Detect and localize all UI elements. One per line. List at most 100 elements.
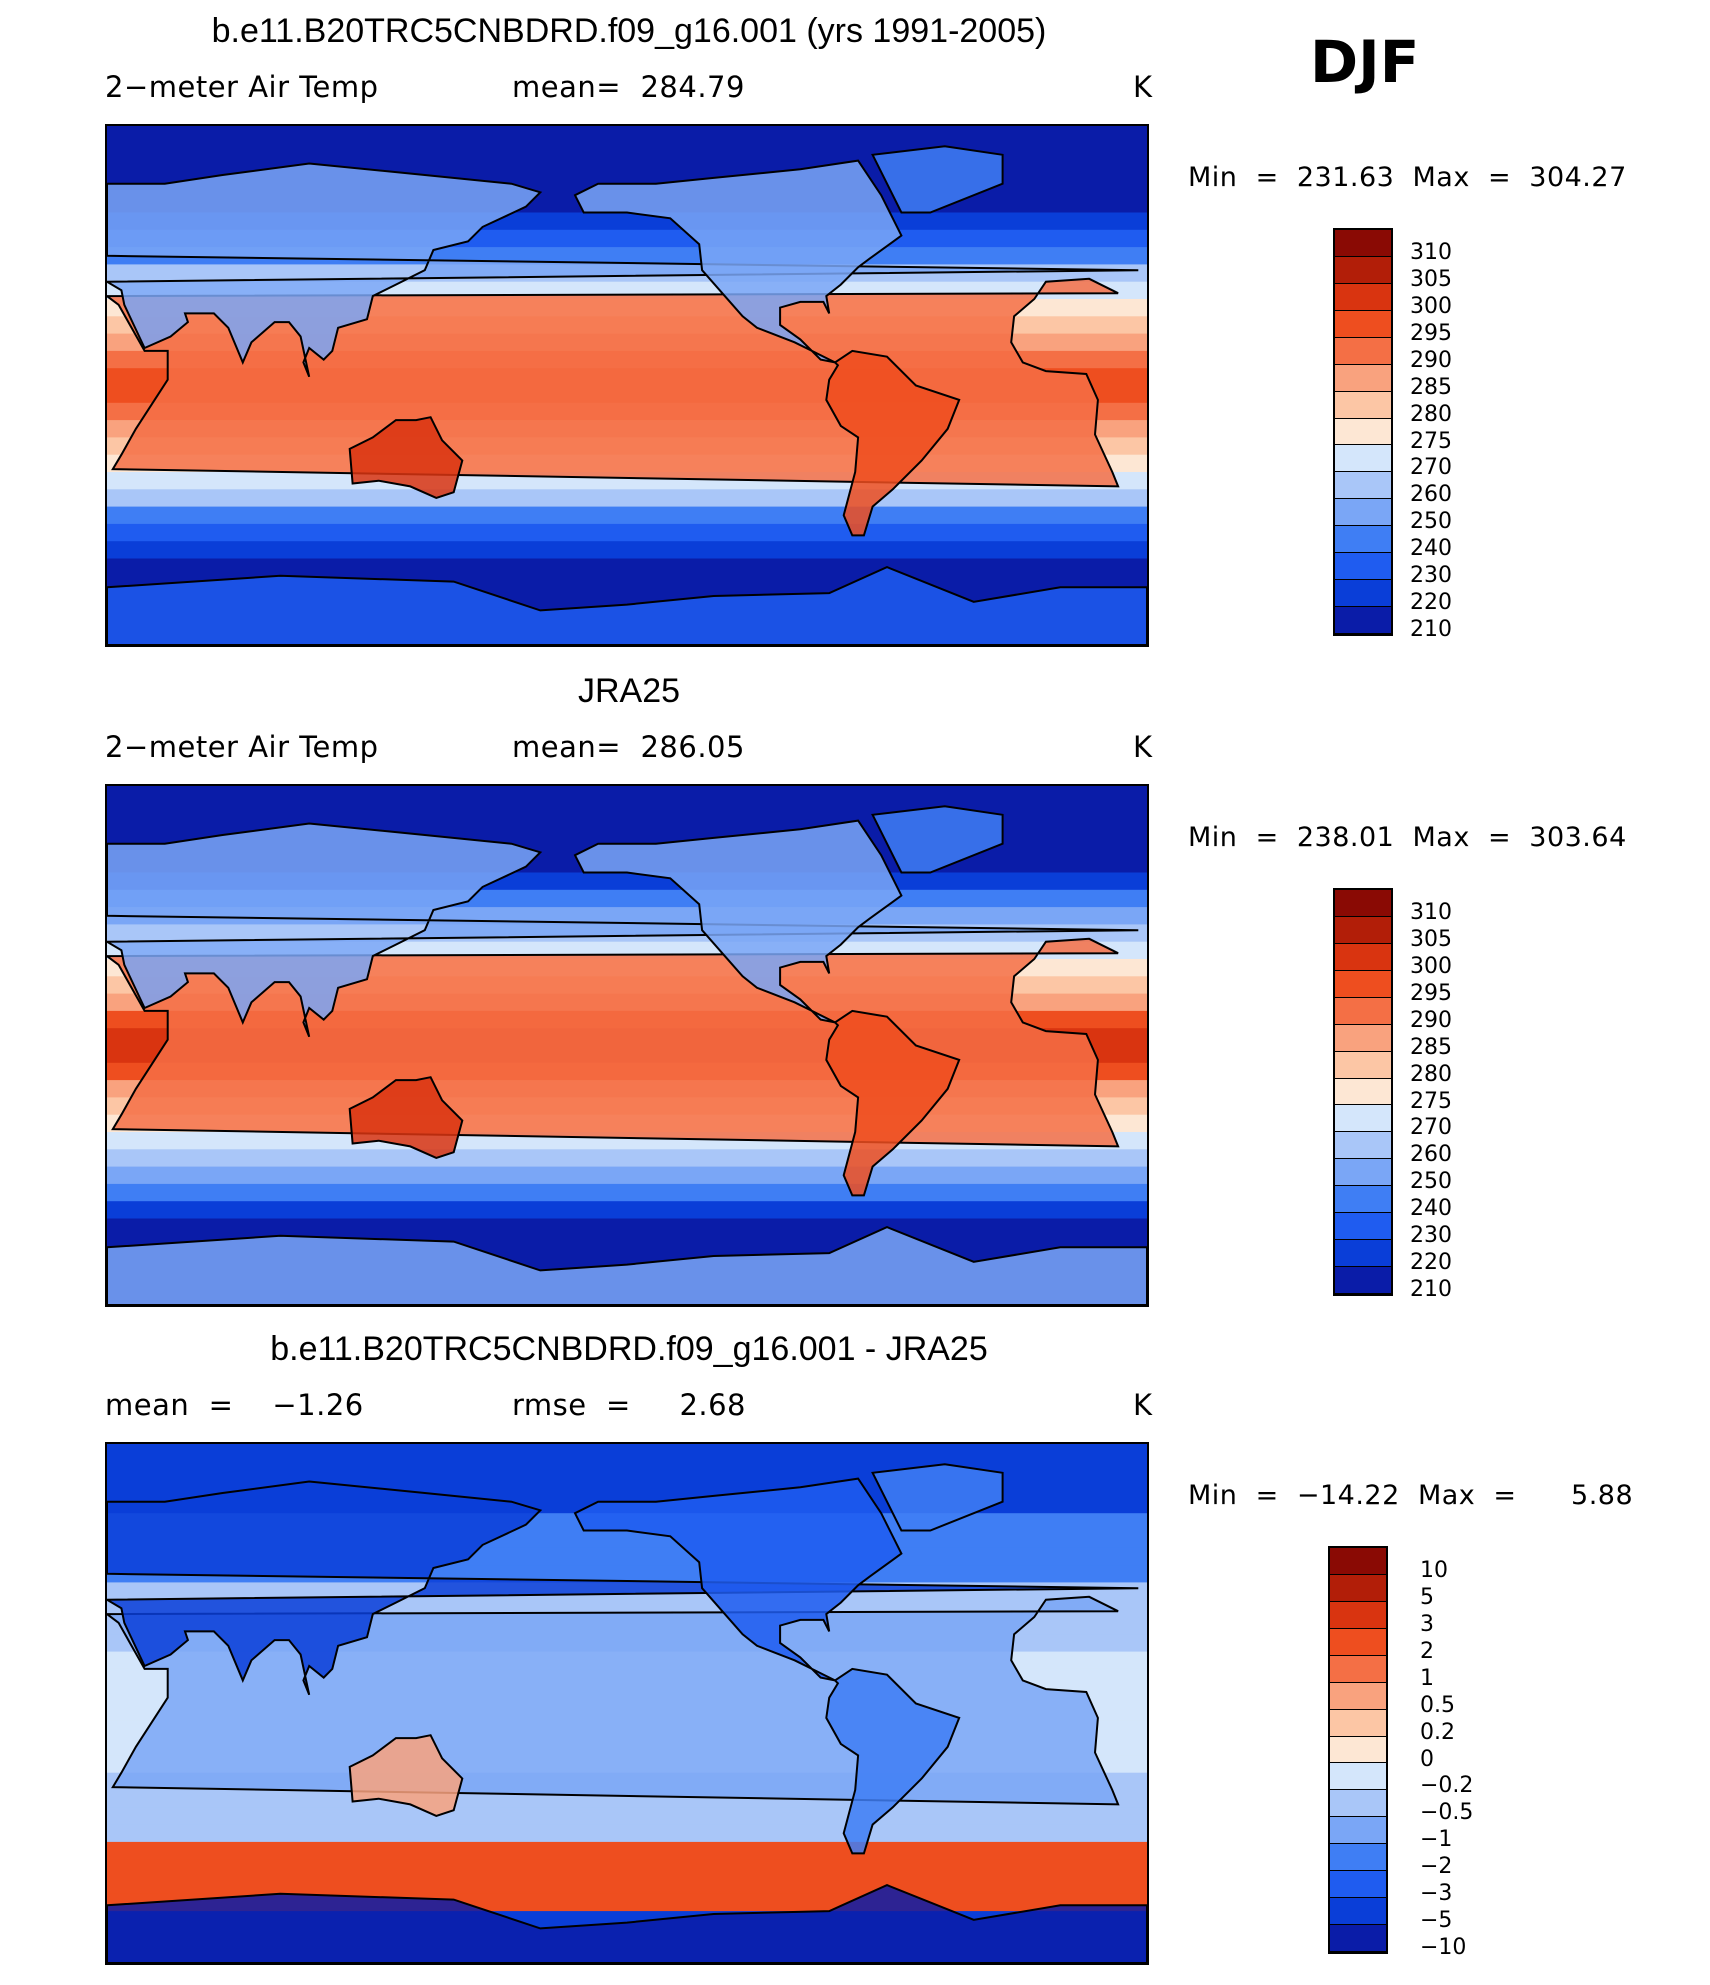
temperature-map — [105, 124, 1149, 647]
colorbar-label: 220 — [1410, 590, 1452, 616]
colorbar-label: 270 — [1410, 455, 1452, 481]
colorbar-label: 305 — [1410, 266, 1452, 292]
colorbar-band — [1330, 1844, 1386, 1872]
latitude-band — [107, 126, 1147, 144]
colorbar-label: 260 — [1410, 1142, 1452, 1168]
colorbar-label: 270 — [1410, 1115, 1452, 1141]
latitude-band — [107, 541, 1147, 559]
colorbar-band — [1330, 1763, 1386, 1791]
colorbar — [1333, 228, 1393, 636]
colorbar-band — [1335, 607, 1391, 634]
colorbar-band — [1330, 1817, 1386, 1845]
colorbar-label: 230 — [1410, 1223, 1452, 1249]
colorbar-band — [1330, 1790, 1386, 1818]
colorbar-band — [1335, 1132, 1391, 1160]
colorbar-label: −5 — [1420, 1908, 1453, 1934]
colorbar-label: 305 — [1410, 926, 1452, 952]
panel-jra25: JRA25 2−meter Air Temp mean= 286.05 K Mi… — [0, 672, 1710, 1327]
colorbar-label: 300 — [1410, 953, 1452, 979]
colorbar-band — [1335, 1024, 1391, 1052]
colorbar-label: 250 — [1410, 1169, 1452, 1195]
colorbar-label: 300 — [1410, 293, 1452, 319]
colorbar-label: 240 — [1410, 1196, 1452, 1222]
colorbar-label: 3 — [1420, 1611, 1434, 1637]
continent-australia — [348, 416, 464, 499]
colorbar-band — [1330, 1574, 1386, 1602]
colorbar-band — [1335, 943, 1391, 971]
colorbar-label: 0.5 — [1420, 1692, 1455, 1718]
colorbar-band — [1330, 1548, 1386, 1575]
continent-greenland — [871, 1463, 1004, 1532]
colorbar-label: 0.2 — [1420, 1719, 1455, 1745]
colorbar-band — [1330, 1628, 1386, 1656]
latitude-band — [107, 506, 1147, 525]
latitude-band — [107, 786, 1147, 804]
panel-title: JRA25 — [577, 672, 681, 710]
colorbar-label: 295 — [1410, 320, 1452, 346]
colorbar-label: −2 — [1420, 1854, 1453, 1880]
colorbar-label: −10 — [1420, 1935, 1467, 1961]
continent-northamerica — [573, 819, 903, 1024]
colorbar-label: 290 — [1410, 1007, 1452, 1033]
units-label: K — [1133, 1388, 1153, 1422]
map-canvas — [107, 126, 1147, 645]
colorbar-label: 230 — [1410, 563, 1452, 589]
colorbar-band — [1335, 499, 1391, 527]
colorbar-label: 220 — [1410, 1250, 1452, 1276]
min-max-label: Min = −14.22 Max = 5.88 — [1188, 1480, 1634, 1511]
colorbar-band — [1335, 1213, 1391, 1241]
colorbar-band — [1335, 391, 1391, 419]
continent-eurasia — [107, 822, 1139, 1038]
colorbar-band — [1335, 256, 1391, 284]
latitude-band — [107, 1149, 1147, 1168]
colorbar-label: −0.2 — [1420, 1773, 1474, 1799]
colorbar-band — [1335, 1267, 1391, 1294]
colorbar-label: 5 — [1420, 1584, 1434, 1610]
variable-label: 2−meter Air Temp — [105, 730, 379, 764]
colorbar-band — [1335, 472, 1391, 500]
colorbar-label: −3 — [1420, 1881, 1453, 1907]
continent-northamerica — [573, 159, 903, 364]
colorbar-band — [1335, 916, 1391, 944]
colorbar-band — [1330, 1736, 1386, 1764]
latitude-band — [107, 1876, 1147, 1895]
mean-diff-label: mean = −1.26 — [105, 1388, 364, 1422]
latitude-band — [107, 1824, 1147, 1843]
colorbar-label: 1 — [1420, 1665, 1434, 1691]
latitude-band — [107, 1859, 1147, 1877]
rmse-label: rmse = 2.68 — [512, 1388, 747, 1422]
units-label: K — [1133, 730, 1153, 764]
colorbar-band — [1335, 1105, 1391, 1133]
continent-southamerica — [825, 1009, 961, 1197]
colorbar-label: 290 — [1410, 347, 1452, 373]
latitude-band — [107, 489, 1147, 508]
colorbar-band — [1330, 1709, 1386, 1737]
panel-title: b.e11.B20TRC5CNBDRD.f09_g16.001 - JRA25 — [270, 1330, 988, 1368]
latitude-band — [107, 558, 1147, 577]
latitude-band — [107, 1218, 1147, 1237]
colorbar — [1333, 888, 1393, 1296]
continent-antarctica — [107, 566, 1147, 645]
panel-difference: b.e11.B20TRC5CNBDRD.f09_g16.001 - JRA25 … — [0, 1330, 1710, 1985]
temperature-map — [105, 784, 1149, 1307]
mean-label: mean= 286.05 — [512, 730, 745, 764]
colorbar-band — [1335, 445, 1391, 473]
colorbar-band — [1335, 1186, 1391, 1214]
colorbar-band — [1335, 526, 1391, 554]
colorbar-label: 275 — [1410, 1088, 1452, 1114]
colorbar-label: −0.5 — [1420, 1800, 1474, 1826]
colorbar-band — [1335, 997, 1391, 1025]
colorbar-band — [1335, 553, 1391, 581]
colorbar-band — [1335, 310, 1391, 338]
colorbar-label: −1 — [1420, 1827, 1453, 1853]
colorbar-band — [1335, 1051, 1391, 1079]
colorbar-label: 275 — [1410, 428, 1452, 454]
colorbar-label: 240 — [1410, 536, 1452, 562]
colorbar-band — [1330, 1682, 1386, 1710]
continent-antarctica — [107, 1226, 1147, 1305]
colorbar-band — [1335, 970, 1391, 998]
continent-southamerica — [825, 1667, 961, 1855]
colorbar-label: 310 — [1410, 240, 1452, 265]
colorbar-band — [1335, 230, 1391, 257]
continent-southamerica — [825, 349, 961, 537]
